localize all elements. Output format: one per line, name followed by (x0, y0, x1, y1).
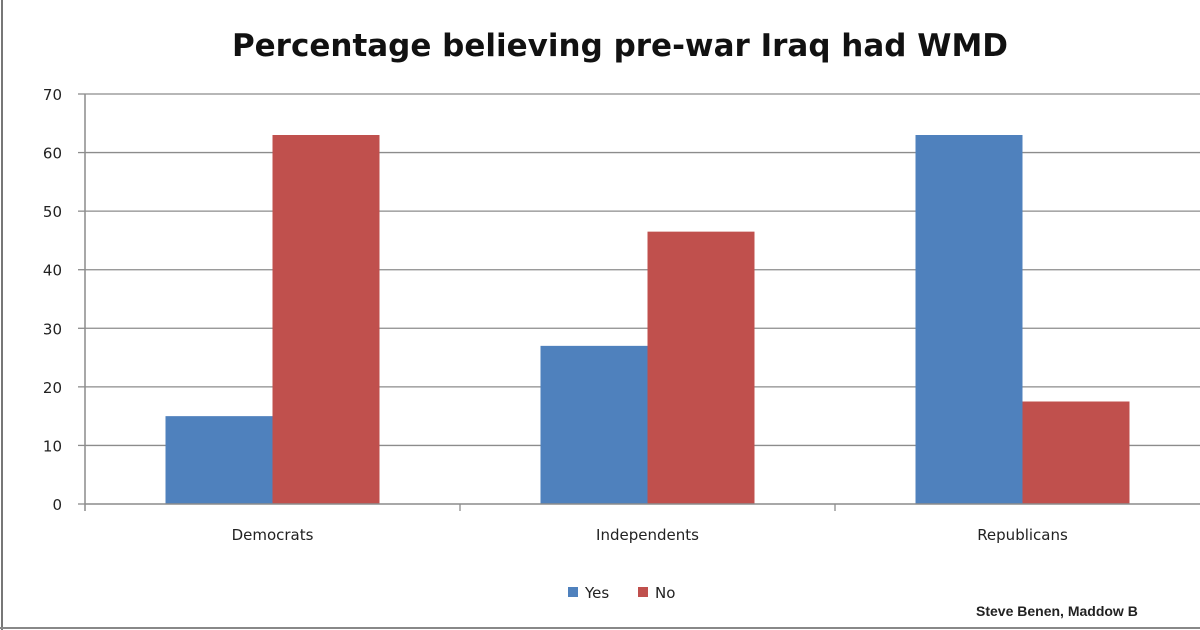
y-tick-label: 10 (43, 437, 62, 455)
source-credit: Steve Benen, Maddow B (976, 603, 1138, 619)
y-tick-label: 50 (43, 203, 62, 221)
y-tick-label: 0 (52, 496, 62, 514)
bar-yes-independents (540, 345, 648, 504)
bar-no-democrats (272, 135, 380, 504)
bar-yes-democrats (165, 416, 273, 504)
x-tick-label: Republicans (977, 526, 1068, 544)
bar-no-independents (647, 231, 755, 504)
legend-swatch-yes (568, 587, 578, 597)
y-tick-label: 40 (43, 262, 62, 280)
y-tick-label: 20 (43, 379, 62, 397)
bar-no-republicans (1022, 401, 1130, 504)
x-tick-label: Independents (596, 526, 699, 544)
legend-label-yes: Yes (584, 584, 609, 602)
legend-label-no: No (655, 584, 675, 602)
chart-title: Percentage believing pre-war Iraq had WM… (232, 28, 1008, 64)
y-tick-label: 60 (43, 145, 62, 163)
y-tick-label: 70 (43, 86, 62, 104)
y-tick-label: 30 (43, 320, 62, 338)
bar-yes-republicans (915, 135, 1023, 504)
legend-swatch-no (638, 587, 648, 597)
x-tick-label: Democrats (232, 526, 314, 544)
